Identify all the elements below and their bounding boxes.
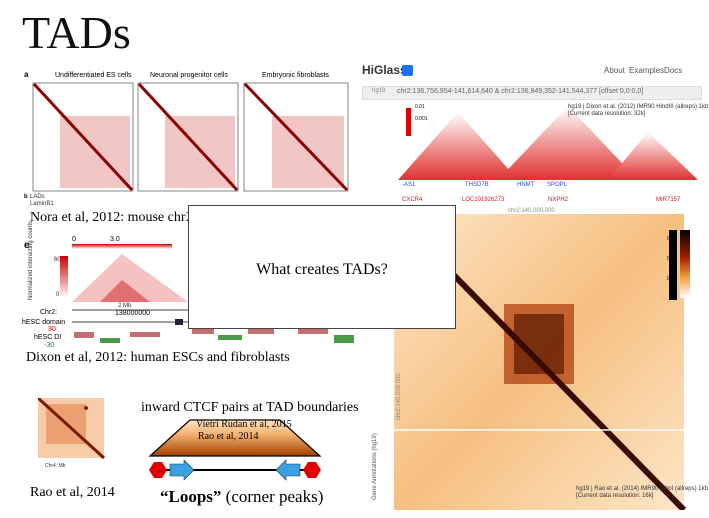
panel-letter: a	[24, 70, 29, 79]
top-heatmap	[398, 106, 698, 180]
colorbar-tick: 0	[56, 292, 60, 298]
column-label: Embryonic fibroblasts	[262, 72, 329, 79]
dixon-figure	[60, 244, 188, 343]
gene-label: SPOPL	[547, 182, 568, 188]
nav-link[interactable]: About	[604, 66, 625, 75]
ctcf-diagram	[148, 419, 322, 481]
caption: Nora et al, 2012: mouse chrX	[30, 210, 196, 225]
logo-icon	[402, 65, 413, 76]
loops-rest: (corner peaks)	[225, 487, 324, 506]
track-label: hESC DI	[34, 334, 62, 341]
location-text[interactable]: chr2:136,756,954-141,614,640 & chr2:136,…	[397, 88, 644, 95]
track-label: Gene Annotations (hg19)	[372, 433, 378, 500]
track-info: hg19 | Rao et al. (2014) IMR90 MboI (all…	[576, 486, 708, 492]
panel-letter: e	[24, 240, 30, 251]
higlass-logo: HiGlass	[362, 63, 407, 77]
nav-link[interactable]: Docs	[664, 66, 683, 75]
loops-caption: “Loops” (corner peaks)	[160, 487, 323, 507]
track-label: hESC domain	[22, 319, 66, 326]
nora-heatmaps	[32, 82, 349, 192]
track-info: [Current data resolution: 32k]	[568, 111, 646, 117]
di-tick: 30	[48, 326, 56, 333]
column-label: Undifferentiated ES cells	[55, 72, 132, 79]
colorbar	[680, 230, 690, 298]
scale-label: 2 Mb	[118, 303, 132, 309]
gene-label: CXCR4	[402, 197, 423, 203]
colorbar-tick: 0.01	[415, 104, 425, 110]
track-label: Chr2:	[40, 309, 58, 316]
gene-label: THSD7B	[465, 182, 489, 188]
overlay-question: What creates TADs?	[256, 261, 388, 278]
gene-label: -AS1	[402, 182, 416, 188]
colorbar-tick: 3.0	[110, 236, 120, 243]
colorbar-label: Normalized interacting counts	[28, 220, 34, 300]
caption: Rao et al, 2014	[30, 485, 115, 500]
track-info: [Current data resolution: 16k]	[576, 493, 654, 499]
coordinate-label: 138000000	[115, 310, 151, 317]
column-label: Neuronal progenitor cells	[150, 72, 228, 79]
genome-select[interactable]: hg19	[372, 88, 386, 94]
gene-label: NXPH2	[548, 197, 569, 203]
colorbar-tick: 0.02	[667, 276, 677, 282]
gene-label: MIR7157	[656, 197, 681, 203]
colorbar-tick: 60	[54, 257, 61, 263]
loops-bold: “Loops”	[160, 487, 222, 506]
gene-label: LOC101926273	[462, 197, 505, 203]
panel-letter: b	[24, 194, 28, 200]
colorbar-tick: 0.06	[667, 236, 677, 242]
track-info: hg19 | Dixon et al. (2012) IMR90 HindIII…	[568, 104, 709, 110]
colorbar-tick: 0.001	[415, 116, 428, 122]
dixon-di-track	[192, 328, 354, 343]
coordinate-label: chr2:140,000,000	[396, 373, 402, 420]
caption: Dixon et al, 2012: human ESCs and fibrob…	[26, 350, 290, 365]
rao-heatmap	[38, 398, 106, 460]
heatmap	[32, 82, 134, 192]
track-label: LaminB1	[30, 201, 54, 207]
slide-title: TADs	[22, 7, 131, 58]
heatmap	[243, 82, 349, 192]
di-tick: -30	[44, 342, 55, 349]
ctcf-heading: inward CTCF pairs at TAD boundaries	[141, 400, 359, 415]
overlay-box: What creates TADs?	[188, 205, 456, 329]
reference: Vietri Rudan et al, 2015	[196, 419, 292, 430]
location-bar[interactable]	[362, 86, 702, 100]
reference: Rao et al, 2014	[198, 431, 259, 442]
axis-label: Chr4: Mb	[45, 463, 66, 469]
colorbar-tick: 0	[72, 236, 76, 243]
coordinate-label: chr2:140,000,000	[508, 208, 555, 214]
nav-link[interactable]: Examples	[629, 66, 665, 75]
track-label: LADs	[30, 194, 45, 200]
colorbar-tick: 0.04	[667, 256, 677, 262]
gene-label: HNMT	[517, 182, 535, 188]
heatmap	[137, 82, 239, 192]
